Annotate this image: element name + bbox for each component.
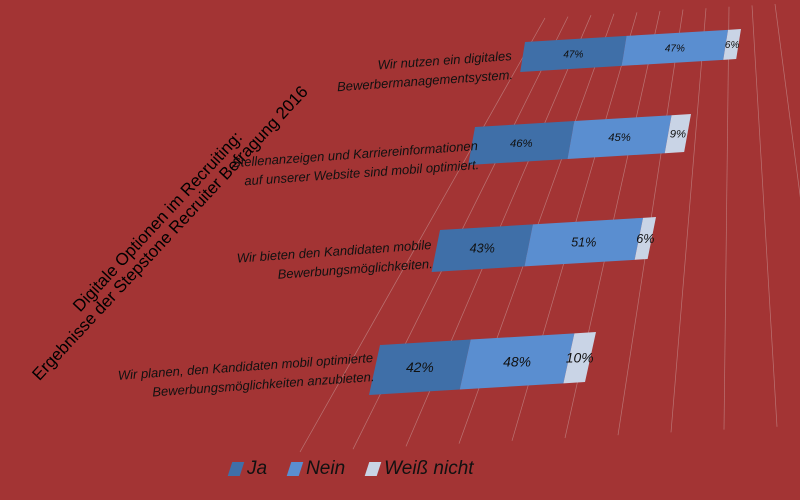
- data-label-weiss-nicht-3: 10%: [566, 350, 594, 366]
- bar-weiss-nicht-2: [634, 217, 656, 260]
- bar-row-1: 46% 45% 9%: [468, 114, 691, 165]
- data-label-nein-0: 47%: [665, 43, 685, 54]
- legend-label-ja: Ja: [247, 458, 268, 479]
- data-label-nein-1: 45%: [608, 132, 631, 144]
- gridline: [670, 8, 707, 433]
- data-label-nein-3: 48%: [503, 353, 531, 369]
- bar-weiss-nicht-1: [664, 114, 691, 154]
- bar-row-3: 42% 48% 10%: [369, 332, 596, 395]
- legend-label-nein: Nein: [306, 458, 346, 479]
- legend-item-nein: Nein: [286, 458, 346, 480]
- data-label-weiss-nicht-2: 6%: [636, 232, 654, 246]
- legend-swatch-nein: [286, 462, 304, 476]
- legend-item-weiss-nicht: Weiß nicht: [364, 458, 474, 480]
- bar-ja-2: [431, 224, 533, 272]
- bar-weiss-nicht-3: [563, 332, 596, 384]
- chart-legend: Ja Nein Weiß nicht: [227, 456, 474, 482]
- bar-ja-3: [369, 339, 471, 395]
- data-label-ja-0: 47%: [563, 49, 583, 60]
- bar-nein-1: [567, 115, 672, 160]
- bar-ja-1: [468, 121, 575, 165]
- gridline: [723, 6, 730, 430]
- data-label-weiss-nicht-1: 9%: [670, 129, 686, 141]
- bar-nein-0: [621, 29, 729, 66]
- legend-swatch-weiss-nicht: [364, 462, 382, 476]
- bar-weiss-nicht-0: [723, 29, 741, 60]
- gridline: [774, 3, 800, 198]
- legend-swatch-ja: [227, 462, 245, 476]
- bar-nein-2: [524, 217, 644, 267]
- gridline: [751, 5, 778, 427]
- data-label-ja-3: 42%: [406, 359, 434, 375]
- gridline: [299, 17, 546, 453]
- data-label-nein-2: 51%: [571, 236, 596, 250]
- data-label-weiss-nicht-0: 6%: [725, 40, 740, 51]
- bar-row-2: 43% 51% 6%: [431, 217, 656, 272]
- data-label-ja-1: 46%: [510, 138, 533, 150]
- bar-nein-3: [459, 333, 575, 390]
- data-label-ja-2: 43%: [470, 242, 495, 256]
- legend-item-ja: Ja: [227, 458, 268, 480]
- bar-row-0: 47% 47% 6%: [520, 29, 741, 72]
- bar-ja-0: [520, 35, 627, 72]
- legend-label-weiss-nicht: Weiß nicht: [384, 458, 474, 479]
